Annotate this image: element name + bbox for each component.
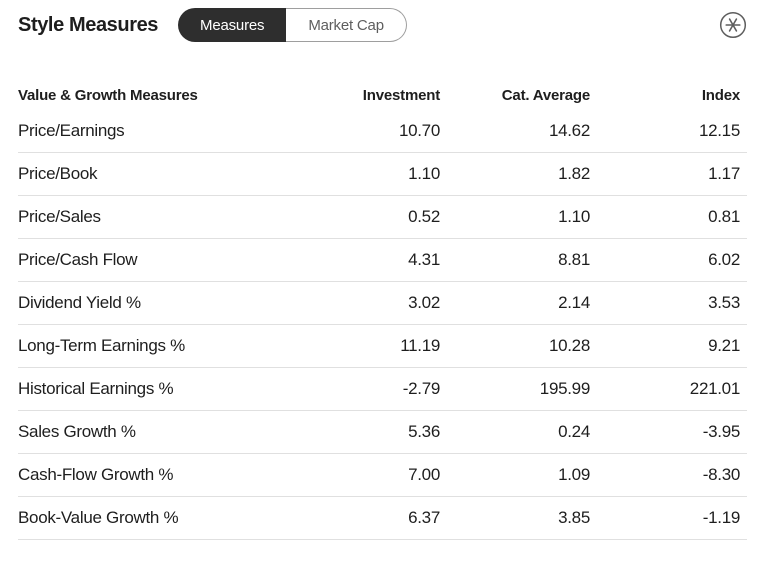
index-value: 0.81 [708, 207, 740, 226]
column-header-measures: Value & Growth Measures [18, 86, 198, 104]
index-value: 221.01 [689, 379, 741, 398]
table-row: Price/Cash Flow 4.31 8.81 6.02 [18, 239, 747, 282]
measure-label: Book-Value Growth % [18, 508, 179, 527]
measure-label: Dividend Yield % [18, 293, 141, 312]
style-measures-panel: Style Measures Measures Market Cap Value… [18, 8, 747, 540]
index-value: 3.53 [708, 293, 740, 312]
cat-average-value: 2.14 [558, 293, 590, 312]
measure-label: Price/Book [18, 164, 98, 183]
investment-value: 4.31 [408, 250, 440, 269]
cat-average-value: 14.62 [548, 121, 590, 140]
table-row: Price/Sales 0.52 1.10 0.81 [18, 196, 747, 239]
investment-value: 3.02 [408, 293, 440, 312]
index-value: 12.15 [698, 121, 740, 140]
asterisk-circle-icon [719, 11, 747, 39]
investment-value: 10.70 [398, 121, 440, 140]
index-value: -1.19 [702, 508, 741, 527]
index-value: -8.30 [702, 465, 741, 484]
page-title: Style Measures [18, 13, 159, 36]
header-bar: Style Measures Measures Market Cap [18, 8, 747, 42]
investment-value: 1.10 [408, 164, 440, 183]
index-value: 1.17 [708, 164, 740, 183]
table-row: Sales Growth % 5.36 0.24 -3.95 [18, 411, 747, 454]
column-header-investment: Investment [362, 86, 440, 104]
table-row: Historical Earnings % -2.79 195.99 221.0… [18, 368, 747, 411]
index-value: 9.21 [708, 336, 740, 355]
investment-value: 7.00 [408, 465, 440, 484]
definitions-button[interactable] [719, 11, 747, 39]
table-row: Dividend Yield % 3.02 2.14 3.53 [18, 282, 747, 325]
measure-label: Cash-Flow Growth % [18, 465, 174, 484]
measure-label: Historical Earnings % [18, 379, 174, 398]
investment-value: 11.19 [400, 336, 440, 355]
table-row: Cash-Flow Growth % 7.00 1.09 -8.30 [18, 454, 747, 497]
cat-average-value: 10.28 [548, 336, 590, 355]
measure-label: Long-Term Earnings % [18, 336, 185, 355]
measure-label: Price/Cash Flow [18, 250, 138, 269]
cat-average-value: 195.99 [539, 379, 591, 398]
cat-average-value: 1.09 [558, 465, 590, 484]
table-row: Price/Book 1.10 1.82 1.17 [18, 153, 747, 196]
value-growth-measures-table: Value & Growth Measures Investment Cat. … [18, 80, 747, 540]
investment-value: 0.52 [408, 207, 440, 226]
investment-value: 6.37 [408, 508, 440, 527]
cat-average-value: 1.82 [558, 164, 590, 183]
index-value: 6.02 [708, 250, 740, 269]
index-value: -3.95 [702, 422, 741, 441]
measures-marketcap-toggle: Measures Market Cap [178, 8, 407, 42]
cat-average-value: 0.24 [558, 422, 590, 441]
investment-value: 5.36 [408, 422, 440, 441]
investment-value: -2.79 [402, 379, 441, 398]
table-header-row: Value & Growth Measures Investment Cat. … [18, 80, 747, 110]
table-row: Price/Earnings 10.70 14.62 12.15 [18, 110, 747, 153]
table-row: Long-Term Earnings % 11.19 10.28 9.21 [18, 325, 747, 368]
column-header-index: Index [701, 86, 740, 104]
measure-label: Price/Sales [18, 207, 101, 226]
cat-average-value: 8.81 [558, 250, 590, 269]
toggle-measures-button[interactable]: Measures [178, 8, 287, 42]
toggle-market-cap-button[interactable]: Market Cap [286, 8, 407, 42]
measure-label: Sales Growth % [18, 422, 136, 441]
cat-average-value: 3.85 [558, 508, 590, 527]
column-header-cat-average: Cat. Average [501, 86, 590, 104]
measure-label: Price/Earnings [18, 121, 125, 140]
cat-average-value: 1.10 [558, 207, 590, 226]
table-row: Book-Value Growth % 6.37 3.85 -1.19 [18, 497, 747, 540]
